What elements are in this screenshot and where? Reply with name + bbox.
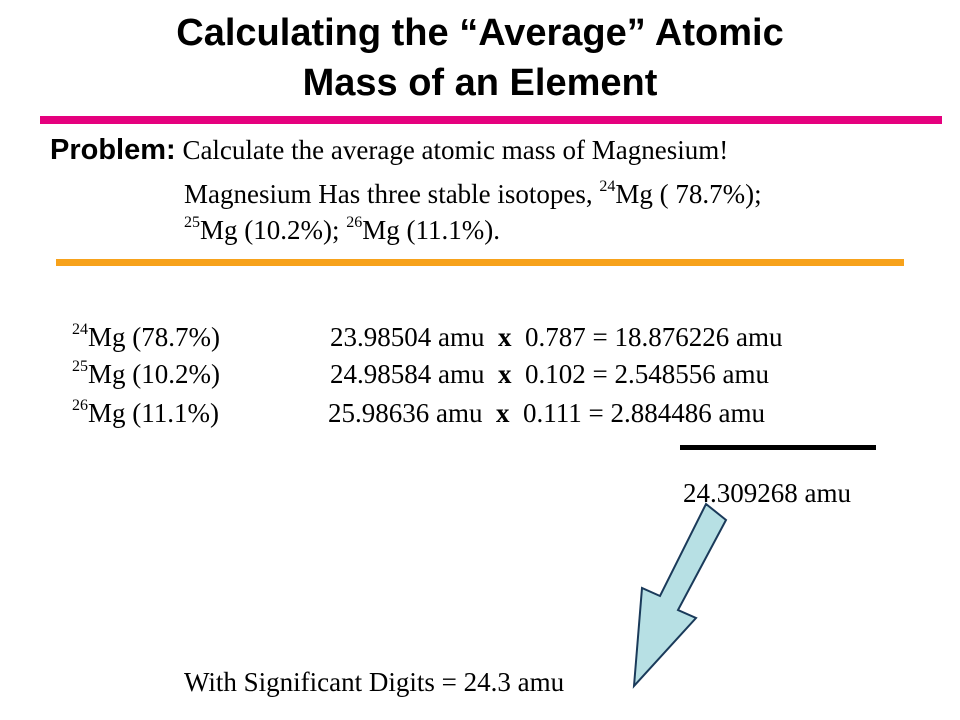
row-2-mass: 24.98584 amu <box>330 359 485 389</box>
problem-label: Problem: <box>50 134 176 166</box>
row-2-isotope: Mg (10.2%) <box>88 359 220 389</box>
row-2-multiply: x <box>498 359 512 389</box>
title-line-1: Calculating the “Average” Atomic <box>176 12 784 54</box>
row-1-mass: 23.98504 amu <box>330 322 485 352</box>
row-1-result: 0.787 = 18.876226 amu <box>525 322 783 352</box>
isotope-1-mass-number: 24 <box>599 178 616 195</box>
isotope-3-text: Mg (11.1%). <box>362 215 500 245</box>
row-3-result: 0.111 = 2.884486 amu <box>523 398 765 428</box>
calc-row-isotope: 24Mg (78.7%) <box>72 320 220 354</box>
calc-row-formula: 25.98636 amu x 0.111 = 2.884486 amu <box>328 396 765 430</box>
calc-row-formula: 23.98504 amu x 0.787 = 18.876226 amu <box>330 320 782 354</box>
problem-text-line-3: 25Mg (10.2%); 26Mg (11.1%). <box>184 213 500 247</box>
title-divider-bar <box>40 116 942 124</box>
sum-underline <box>680 445 876 450</box>
problem-statement: Problem: Calculate the average atomic ma… <box>50 133 728 167</box>
row-1-multiply: x <box>498 322 512 352</box>
calc-row-isotope: 25Mg (10.2%) <box>72 357 220 391</box>
problem-text-line-1: Calculate the average atomic mass of Mag… <box>182 135 729 165</box>
isotope-3-mass-number: 26 <box>346 214 363 231</box>
calc-row-formula: 24.98584 amu x 0.102 = 2.548556 amu <box>330 357 769 391</box>
slide-title: Calculating the “Average” Atomic Mass of… <box>0 8 960 108</box>
problem-text-isotopes-intro: Magnesium Has three stable isotopes, <box>184 179 593 209</box>
row-3-isotope: Mg (11.1%) <box>88 398 219 428</box>
row-3-mass: 25.98636 amu <box>328 398 483 428</box>
row-3-multiply: x <box>496 398 510 428</box>
total-mass: 24.309268 amu <box>683 478 851 508</box>
calc-row-isotope: 26Mg (11.1%) <box>72 396 219 430</box>
row-2-result: 0.102 = 2.548556 amu <box>525 359 769 389</box>
isotope-2-mass-number: 25 <box>184 214 200 231</box>
row-1-mass-number: 24 <box>72 321 88 338</box>
isotope-2-text: Mg (10.2%); <box>200 215 340 245</box>
row-3-mass-number: 26 <box>72 397 88 414</box>
section-divider-bar <box>56 259 904 266</box>
row-1-isotope: Mg (78.7%) <box>88 322 220 352</box>
title-line-2: Mass of an Element <box>302 62 658 104</box>
isotope-1-text: Mg ( 78.7%); <box>615 179 762 209</box>
significant-digits-result: With Significant Digits = 24.3 amu <box>184 667 565 697</box>
row-2-mass-number: 25 <box>72 358 88 375</box>
down-left-arrow-icon <box>632 502 728 689</box>
problem-text-line-2: Magnesium Has three stable isotopes, 24M… <box>184 177 762 211</box>
